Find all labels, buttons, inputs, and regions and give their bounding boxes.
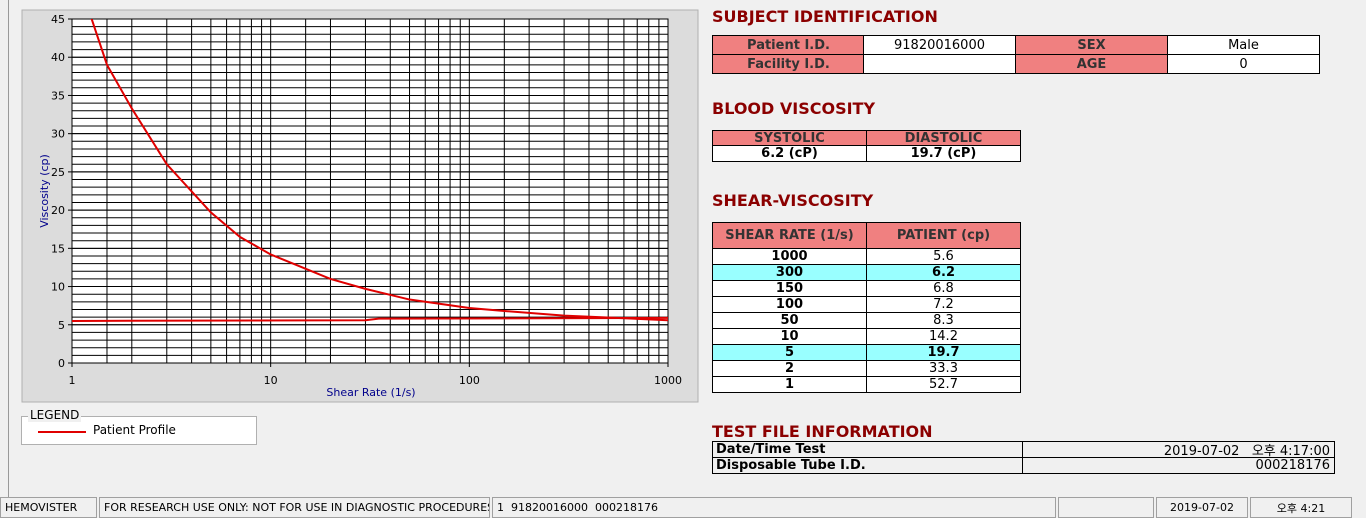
- status-cell: 2019-07-02: [1156, 497, 1248, 518]
- table-cell: 100: [712, 296, 867, 313]
- section-title: SUBJECT IDENTIFICATION: [712, 7, 938, 26]
- table-cell: 5.6: [866, 248, 1021, 265]
- plot-border: [71, 18, 669, 364]
- table-cell: [863, 54, 1016, 74]
- status-cell: [1058, 497, 1154, 518]
- section-title: BLOOD VISCOSITY: [712, 99, 876, 118]
- y-tick-label: 5: [58, 319, 65, 332]
- value-cell: 19.7 (cP): [866, 145, 1021, 162]
- table-cell: Patient I.D.: [712, 35, 865, 55]
- section-title: SHEAR-VISCOSITY: [712, 191, 874, 210]
- chart: Shear Rate (1/s) Viscosity (cp) 0 5 10 15 20…: [21, 9, 699, 403]
- status-cell: 1 91820016000 000218176: [492, 497, 1056, 518]
- series-line: [90, 19, 668, 322]
- table-cell: Disposable Tube I.D.: [712, 457, 1023, 474]
- table-cell: 7.2: [866, 296, 1021, 313]
- value-cell: 6.2 (cP): [712, 145, 867, 162]
- legend-label: Patient Profile: [93, 423, 176, 437]
- table-cell: 10: [712, 328, 867, 345]
- y-tick-label: 15: [51, 242, 65, 255]
- table-cell: 14.2: [866, 328, 1021, 345]
- y-tick-label: 30: [51, 128, 65, 141]
- table-cell: 52.7: [866, 376, 1021, 393]
- y-tick-label: 0: [58, 357, 65, 370]
- table-cell: 2019-07-02 오후 4:17:00: [1022, 441, 1335, 458]
- series-line: [72, 316, 668, 322]
- plot-area: [72, 19, 668, 363]
- frame-line: [8, 0, 9, 497]
- table-cell: Facility I.D.: [712, 54, 865, 74]
- y-tick-label: 10: [51, 281, 65, 294]
- legend-title: LEGEND: [28, 408, 82, 422]
- y-tick-label: 25: [51, 166, 65, 179]
- x-tick-label: 100: [459, 374, 480, 387]
- table-cell: AGE: [1015, 54, 1168, 74]
- table-cell: 5: [712, 344, 867, 361]
- y-tick-label: 20: [51, 204, 65, 217]
- table-cell: 300: [712, 264, 867, 281]
- y-tick-label: 45: [51, 13, 65, 26]
- y-tick-label: 35: [51, 89, 65, 102]
- table-cell: 1000: [712, 248, 867, 265]
- header-cell: DIASTOLIC: [866, 130, 1021, 146]
- table-cell: 8.3: [866, 312, 1021, 329]
- table-cell: Male: [1167, 35, 1320, 55]
- table-cell: 150: [712, 280, 867, 297]
- table-cell: 6.2: [866, 264, 1021, 281]
- table-cell: 33.3: [866, 360, 1021, 377]
- section-title: TEST FILE INFORMATION: [712, 422, 933, 441]
- table-cell: 6.8: [866, 280, 1021, 297]
- table-cell: 1: [712, 376, 867, 393]
- x-tick-label: 10: [264, 374, 278, 387]
- legend-line: [38, 431, 86, 433]
- y-tick-label: 40: [51, 51, 65, 64]
- table-cell: 0: [1167, 54, 1320, 74]
- y-axis-label: Viscosity (cp): [38, 154, 51, 228]
- table-cell: SEX: [1015, 35, 1168, 55]
- x-tick-label: 1: [69, 374, 76, 387]
- status-cell: HEMOVISTER: [0, 497, 97, 518]
- table-cell: 2: [712, 360, 867, 377]
- header-cell: PATIENT (cp): [866, 222, 1021, 249]
- table-cell: Date/Time Test: [712, 441, 1023, 458]
- header-cell: SYSTOLIC: [712, 130, 867, 146]
- header-cell: SHEAR RATE (1/s): [712, 222, 867, 249]
- table-cell: 91820016000: [863, 35, 1016, 55]
- table-cell: 000218176: [1022, 457, 1335, 474]
- status-cell: 오후 4:21: [1250, 497, 1352, 518]
- x-axis-label: Shear Rate (1/s): [326, 386, 415, 399]
- table-cell: 19.7: [866, 344, 1021, 361]
- status-cell: FOR RESEARCH USE ONLY: NOT FOR USE IN DI…: [99, 497, 490, 518]
- x-tick-label: 1000: [654, 374, 682, 387]
- table-cell: 50: [712, 312, 867, 329]
- legend: LEGEND Patient Profile: [21, 408, 257, 445]
